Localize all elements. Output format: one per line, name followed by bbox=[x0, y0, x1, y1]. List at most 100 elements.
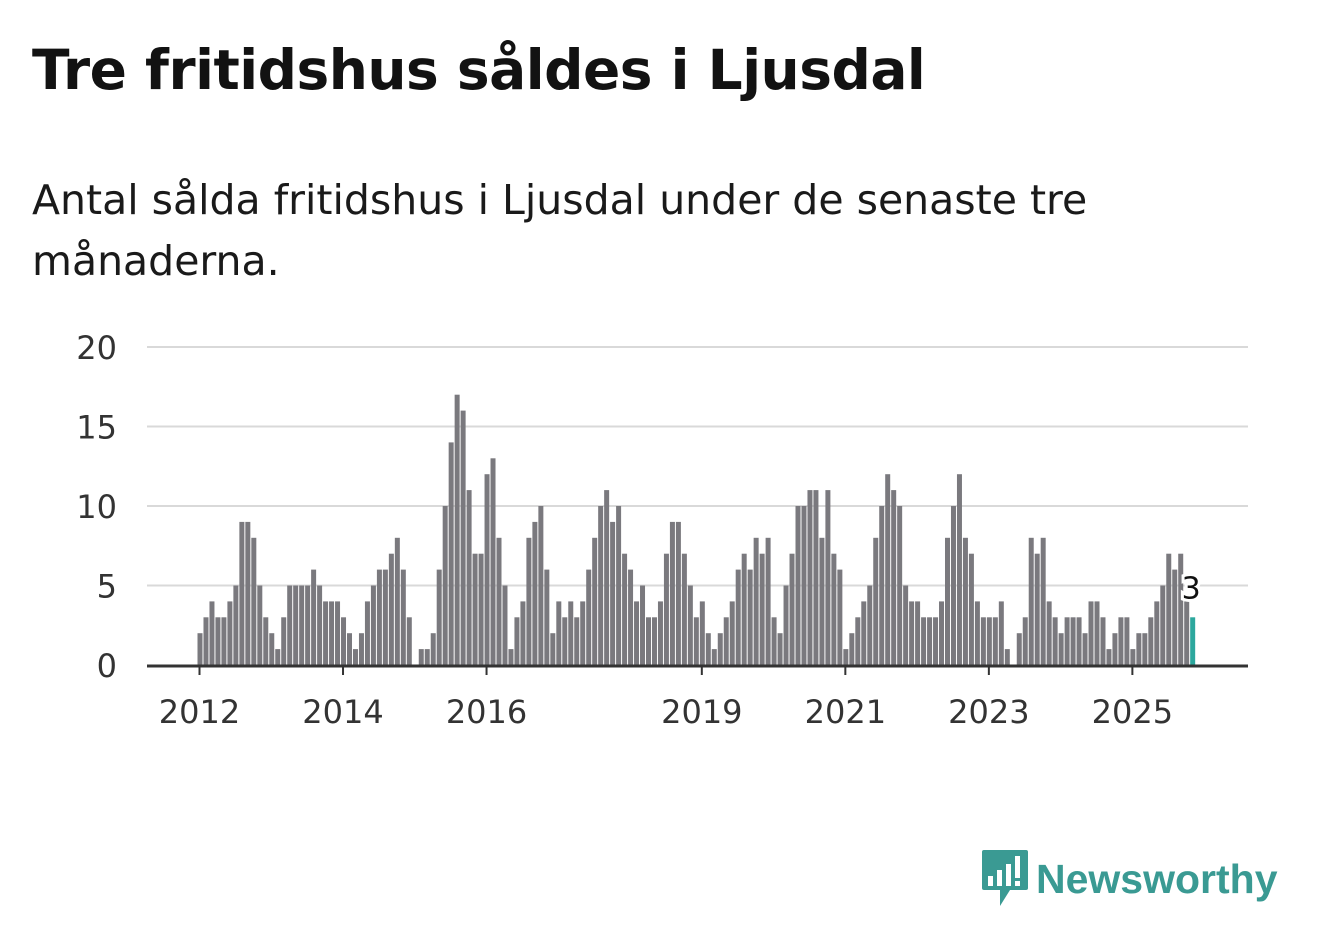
bar bbox=[418, 649, 424, 665]
bar bbox=[1178, 553, 1184, 665]
bar bbox=[956, 474, 962, 665]
bar bbox=[945, 537, 950, 665]
bar bbox=[454, 394, 460, 665]
bar bbox=[305, 585, 311, 665]
bar bbox=[783, 585, 789, 665]
bar bbox=[203, 617, 209, 665]
bar bbox=[813, 490, 819, 665]
bar bbox=[729, 601, 735, 665]
y-tick-label: 5 bbox=[97, 568, 117, 606]
bar bbox=[1058, 633, 1064, 665]
bar bbox=[980, 617, 986, 665]
bar bbox=[837, 569, 843, 665]
bar bbox=[209, 601, 215, 665]
bar bbox=[873, 537, 879, 665]
bar bbox=[921, 617, 927, 665]
bar bbox=[287, 585, 293, 665]
bar bbox=[526, 537, 532, 665]
y-tick-label: 15 bbox=[76, 409, 117, 447]
bar bbox=[616, 506, 622, 665]
bar bbox=[586, 569, 592, 665]
bar bbox=[574, 617, 580, 665]
bar bbox=[335, 601, 341, 665]
y-tick-label: 0 bbox=[97, 647, 117, 685]
bar bbox=[275, 649, 281, 665]
x-tick-label: 2014 bbox=[302, 693, 383, 731]
x-tick-label: 2023 bbox=[948, 693, 1029, 731]
bar bbox=[634, 601, 640, 665]
bar bbox=[1118, 617, 1124, 665]
y-tick-label: 20 bbox=[76, 329, 117, 367]
bar bbox=[448, 442, 454, 665]
bar bbox=[1046, 601, 1052, 665]
bar bbox=[777, 633, 783, 665]
bar bbox=[843, 649, 849, 665]
x-tick-label: 2012 bbox=[159, 693, 240, 731]
bar bbox=[771, 617, 777, 665]
bar bbox=[221, 617, 227, 665]
bar bbox=[341, 617, 347, 665]
bar bbox=[801, 506, 807, 665]
bar bbox=[915, 601, 921, 665]
bar bbox=[197, 633, 203, 665]
bar bbox=[281, 617, 287, 665]
bar bbox=[1016, 633, 1022, 665]
bar bbox=[352, 649, 358, 665]
bar bbox=[364, 601, 370, 665]
bar bbox=[370, 585, 376, 665]
bar bbox=[382, 569, 388, 665]
x-tick-label: 2021 bbox=[805, 693, 886, 731]
bar bbox=[1040, 537, 1046, 665]
bar bbox=[394, 537, 400, 665]
bar bbox=[532, 521, 538, 665]
newsworthy-logo: Newsworthy bbox=[980, 848, 1278, 910]
bar bbox=[490, 458, 496, 665]
bar bbox=[1166, 553, 1172, 665]
bar bbox=[687, 585, 693, 665]
bar bbox=[592, 537, 598, 665]
bar bbox=[903, 585, 909, 665]
bar bbox=[1130, 649, 1136, 665]
bar bbox=[950, 506, 956, 665]
bar bbox=[598, 506, 604, 665]
newsworthy-logo-text: Newsworthy bbox=[1036, 855, 1278, 902]
bar bbox=[239, 521, 245, 665]
bar bbox=[646, 617, 651, 665]
bar bbox=[1160, 585, 1166, 665]
bar bbox=[753, 537, 759, 665]
bar bbox=[263, 617, 269, 665]
bar bbox=[1112, 633, 1118, 665]
bar bbox=[849, 633, 855, 665]
bar bbox=[496, 537, 502, 665]
bar bbox=[1004, 649, 1010, 665]
bar bbox=[855, 617, 861, 665]
bar bbox=[442, 506, 448, 665]
bar bbox=[430, 633, 436, 665]
bar bbox=[669, 521, 675, 665]
bar bbox=[831, 553, 837, 665]
bar bbox=[1148, 617, 1154, 665]
bar bbox=[939, 601, 945, 665]
bar bbox=[460, 410, 466, 665]
bar bbox=[885, 474, 891, 665]
bar bbox=[825, 490, 831, 665]
bar bbox=[711, 649, 717, 665]
bar bbox=[514, 617, 520, 665]
bar bbox=[245, 521, 251, 665]
bar bbox=[269, 633, 275, 665]
x-tick-label: 2019 bbox=[661, 693, 742, 731]
bar bbox=[759, 553, 765, 665]
bar bbox=[1082, 633, 1088, 665]
bar bbox=[909, 601, 915, 665]
bar bbox=[681, 553, 687, 665]
bar bbox=[1034, 553, 1040, 665]
bar bbox=[1070, 617, 1076, 665]
bar bbox=[897, 506, 903, 665]
chart-title: Tre fritidshus såldes i Ljusdal bbox=[32, 38, 926, 102]
bar bbox=[472, 553, 478, 665]
bar-chart: 0 5 10 15 20 2012 2014 2016 2019 2021 2023 2025 3 bbox=[76, 329, 1248, 731]
bar bbox=[257, 585, 263, 665]
bar bbox=[867, 585, 873, 665]
bar bbox=[568, 601, 574, 665]
bar bbox=[233, 585, 239, 665]
